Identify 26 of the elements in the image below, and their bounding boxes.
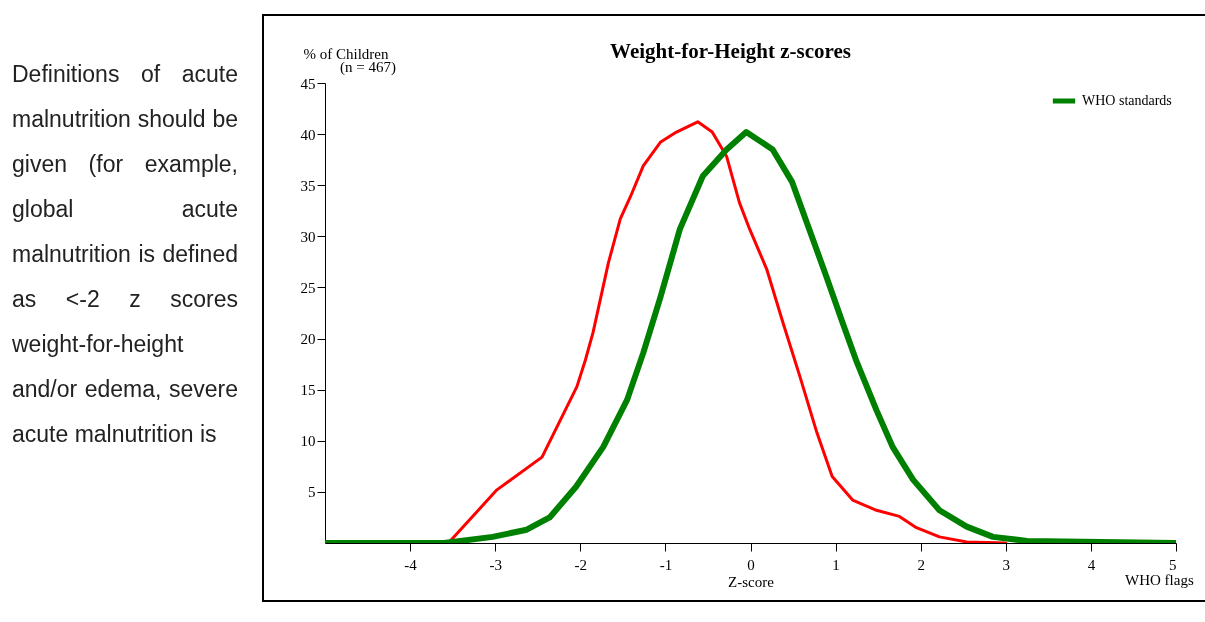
x-tick-label: 0 [747,556,755,573]
y-tick-label: 45 [300,75,316,92]
y-tick-label: 35 [300,177,316,194]
x-tick-label: 1 [832,556,840,573]
x-tick-label: -4 [404,556,418,573]
y-tick-label: 30 [300,228,316,245]
text: WHO flags [1125,572,1194,588]
x-tick-label: 3 [1002,556,1011,573]
y-axis-title: % of Children [303,45,389,62]
y-tick-label: 25 [300,279,316,296]
y-tick-label: 5 [308,484,316,501]
x-tick-label: -2 [574,556,588,573]
legend-label: WHO standards [1082,93,1172,108]
y-tick-label: 15 [300,382,316,399]
y-tick-label: 10 [300,433,316,450]
x-axis-title: Z-score [728,573,775,590]
text: (n = 467) [340,59,396,76]
y-tick-label: 20 [300,331,316,348]
x-tick-label: 4 [1087,556,1096,573]
text: Definitions of acute malnutrition should be given (for example, global acute malnutrition is defined as <-2 z scores weight-for-height and/or edema, severe acute malnutrition is [12,61,238,447]
x-tick-label: 2 [917,556,925,573]
x-tick-label: 5 [1169,556,1177,573]
y-tick-label: 40 [300,126,316,143]
x-tick-label: -1 [659,556,673,573]
chart-title: Weight-for-Height z-scores [610,39,851,63]
x-tick-label: -3 [489,556,502,573]
